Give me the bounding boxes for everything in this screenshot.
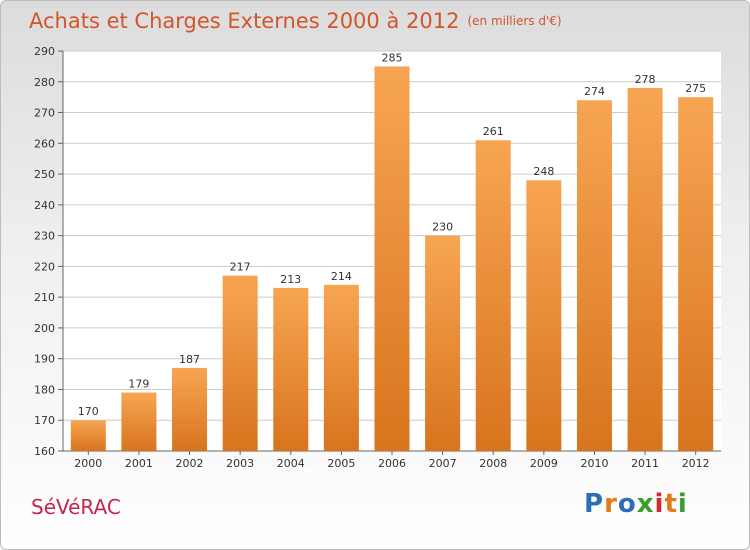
city-name: SéVéRAC [31, 495, 121, 519]
x-tick-label-2000: 2000 [74, 457, 102, 470]
y-tick-label: 290 [34, 45, 55, 58]
y-tick-label: 260 [34, 137, 55, 150]
bar-2008 [475, 140, 511, 451]
x-tick-label-2011: 2011 [631, 457, 659, 470]
unit-label: (en milliers d'€) [467, 14, 562, 28]
bar-2010 [576, 100, 612, 451]
x-tick-label-2006: 2006 [378, 457, 406, 470]
value-label-2006: 285 [382, 51, 403, 64]
value-label-2005: 214 [331, 270, 352, 283]
x-tick-label-2002: 2002 [176, 457, 204, 470]
logo-letter: P [584, 489, 605, 519]
x-tick-label-2008: 2008 [479, 457, 507, 470]
y-tick-label: 230 [34, 230, 55, 243]
y-tick-label: 240 [34, 199, 55, 212]
y-tick-label: 180 [34, 383, 55, 396]
value-label-2010: 274 [584, 85, 605, 98]
bar-2006 [374, 66, 410, 451]
logo-letter: t [664, 489, 678, 519]
y-tick-label: 210 [34, 291, 55, 304]
value-label-2007: 230 [432, 221, 453, 234]
value-label-2000: 170 [78, 405, 99, 418]
bar-2012 [678, 97, 714, 452]
y-tick-label: 280 [34, 76, 55, 89]
bar-2002 [172, 367, 208, 451]
logo-letter: r [604, 489, 618, 519]
logo-letter: i [654, 489, 665, 519]
x-tick-label-2005: 2005 [327, 457, 355, 470]
bar-2004 [273, 287, 309, 451]
x-tick-label-2001: 2001 [125, 457, 153, 470]
bar-2009 [526, 180, 562, 451]
x-tick-label-2010: 2010 [580, 457, 608, 470]
y-tick-label: 170 [34, 414, 55, 427]
value-label-2009: 248 [533, 165, 554, 178]
value-label-2001: 179 [128, 378, 149, 391]
logo-letter: o [617, 489, 637, 519]
bar-2003 [222, 275, 258, 451]
y-tick-label: 190 [34, 353, 55, 366]
logo-letter: x [636, 489, 655, 519]
proxiti-logo: Proxiti [584, 489, 688, 519]
y-tick-label: 220 [34, 260, 55, 273]
bar-2007 [425, 235, 461, 451]
y-tick-label: 250 [34, 168, 55, 181]
value-label-2011: 278 [635, 73, 656, 86]
x-tick-label-2007: 2007 [429, 457, 457, 470]
bar-2001 [121, 392, 157, 451]
bar-2011 [627, 87, 663, 451]
chart-title: Achats et Charges Externes 2000 à 2012 (e… [29, 9, 562, 33]
x-tick-label-2003: 2003 [226, 457, 254, 470]
title-text: Achats et Charges Externes 2000 à 2012 [29, 9, 460, 33]
value-label-2003: 217 [230, 261, 251, 274]
value-label-2012: 275 [685, 82, 706, 95]
x-tick-label-2012: 2012 [682, 457, 710, 470]
bar-2000 [70, 420, 106, 451]
value-label-2002: 187 [179, 353, 200, 366]
value-label-2008: 261 [483, 125, 504, 138]
y-tick-label: 160 [34, 445, 55, 458]
x-tick-label-2009: 2009 [530, 457, 558, 470]
bar-2005 [323, 284, 359, 451]
x-tick-label-2004: 2004 [277, 457, 305, 470]
logo-letter: i [677, 489, 688, 519]
y-tick-label: 270 [34, 107, 55, 120]
value-label-2004: 213 [280, 273, 301, 286]
y-tick-label: 200 [34, 322, 55, 335]
